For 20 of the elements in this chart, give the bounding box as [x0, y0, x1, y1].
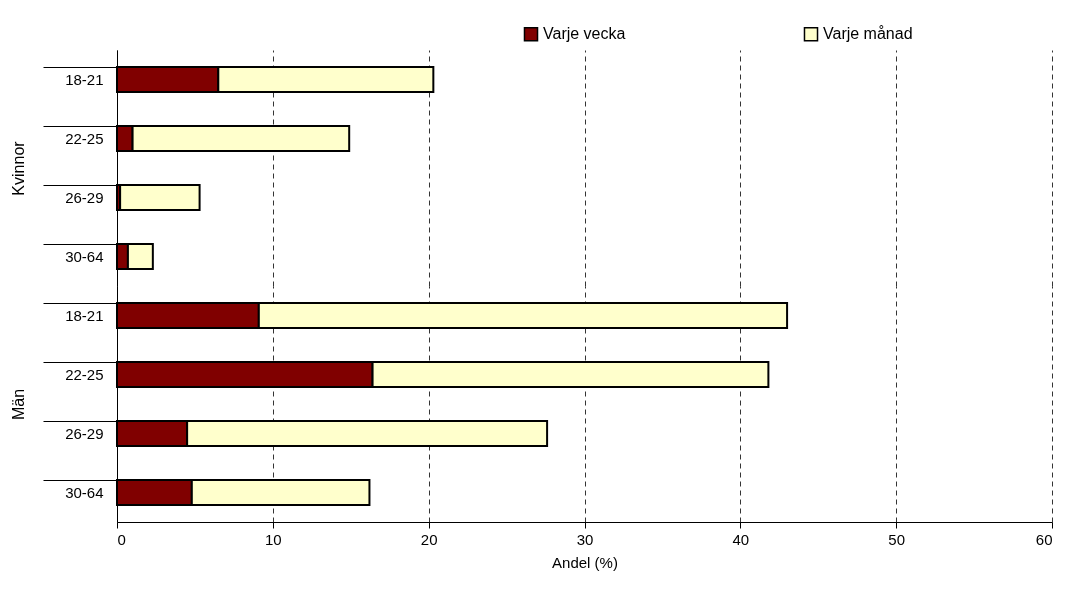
y-tick-label: 18-21 — [65, 70, 104, 88]
x-tick-label: 30 — [576, 530, 594, 548]
y-tick-label: 30-64 — [65, 483, 104, 501]
x-tick-label: 50 — [888, 530, 906, 548]
x-tick-label: 20 — [420, 530, 438, 548]
y-tick-label: 26-29 — [65, 188, 104, 206]
y-tick-label: 26-29 — [65, 424, 104, 442]
y-axis-title: Kvinnor — [10, 140, 27, 196]
x-axis-title: Andel (%) — [552, 553, 618, 571]
y-axis-title: Män — [10, 388, 27, 421]
legend-label: Varje månad — [823, 25, 913, 43]
x-tick-label: 0 — [117, 530, 126, 548]
y-tick-label: 22-25 — [65, 129, 104, 147]
y-tick-label: 18-21 — [65, 306, 104, 324]
x-tick-label: 60 — [1035, 530, 1053, 548]
x-tick-label: 40 — [732, 530, 750, 548]
y-tick-label: 22-25 — [65, 365, 104, 383]
legend-label: Varje vecka — [543, 25, 626, 43]
y-tick-label: 30-64 — [65, 247, 104, 265]
x-tick-label: 10 — [264, 530, 282, 548]
